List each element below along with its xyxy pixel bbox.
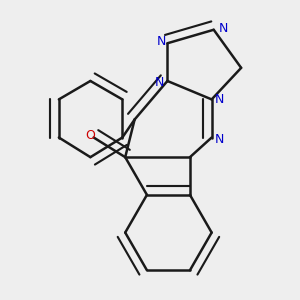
Text: N: N bbox=[155, 76, 164, 89]
Text: N: N bbox=[215, 93, 224, 106]
Text: N: N bbox=[156, 35, 166, 48]
Text: O: O bbox=[85, 129, 95, 142]
Text: N: N bbox=[218, 22, 228, 35]
Text: N: N bbox=[215, 133, 224, 146]
